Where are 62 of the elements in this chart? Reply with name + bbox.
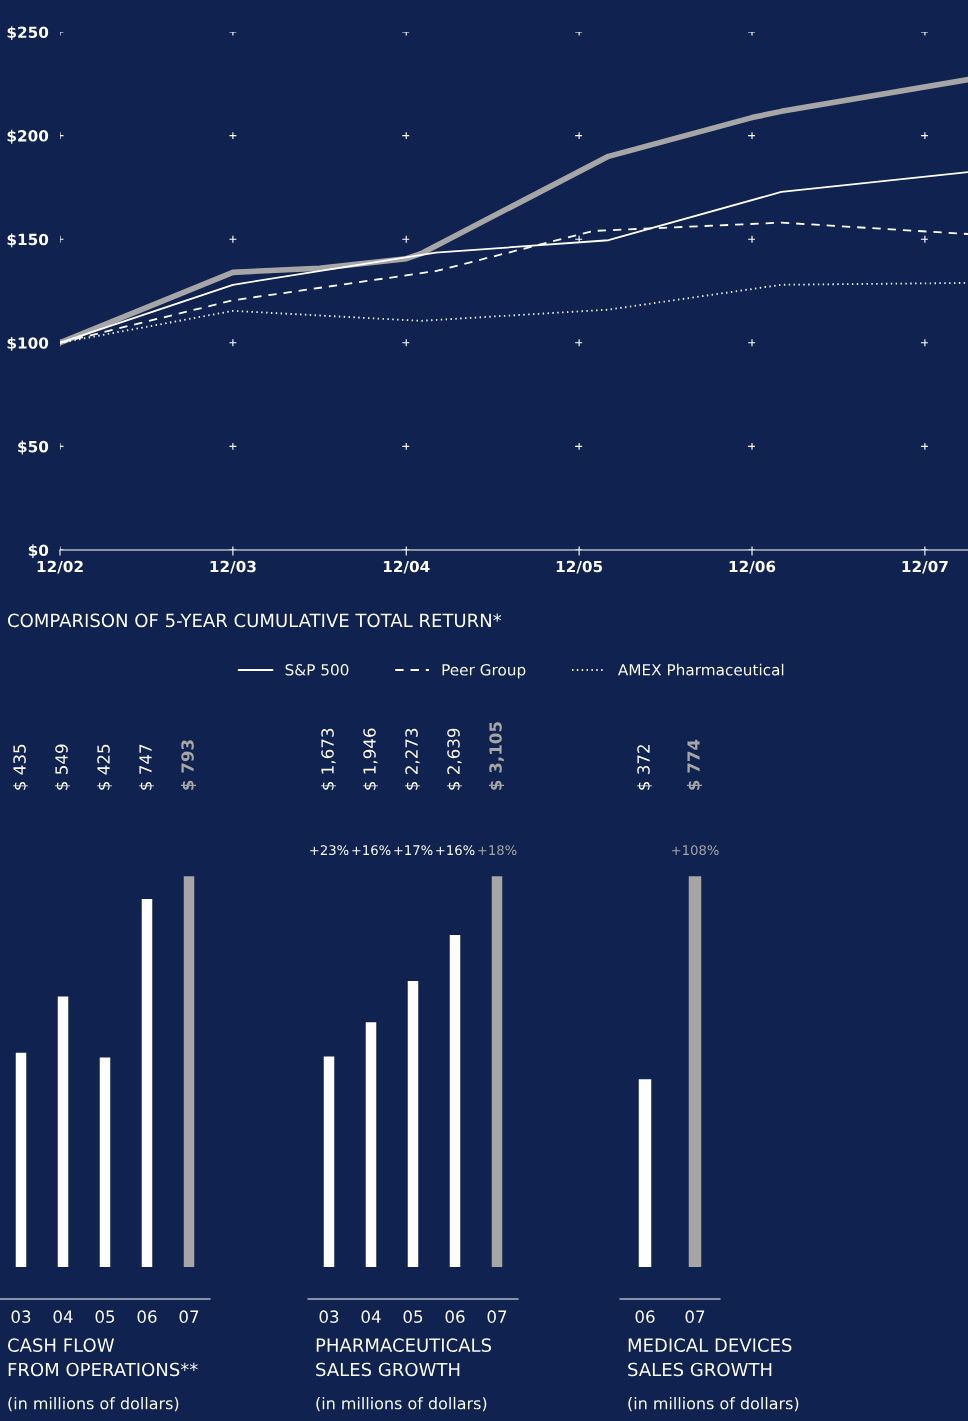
- x-tick-label: 12/04: [383, 560, 430, 574]
- bar: [407, 980, 419, 1267]
- text: COMPARISON OF 5-YEAR CUMULATIVE TOTAL RETURN*: [8, 613, 502, 628]
- text: +108%: [672, 845, 719, 856]
- y-tick-label: $200: [7, 129, 49, 144]
- bar: [15, 1052, 27, 1267]
- text: (in millions of dollars): [316, 1397, 487, 1412]
- text: +17%: [394, 845, 433, 856]
- text: PHARMACEUTICALS SALES GROWTH: [316, 1338, 492, 1377]
- data-label: $ 747: [138, 744, 155, 790]
- bar: [365, 1022, 377, 1267]
- text: +23%: [310, 845, 349, 856]
- x-tick-label: 07: [487, 1310, 507, 1323]
- x-tick-label: 05: [403, 1310, 423, 1323]
- text: +18%: [478, 845, 517, 856]
- bar: [57, 996, 69, 1267]
- x-tick-label: 06: [137, 1310, 157, 1323]
- x-tick-label: 06: [635, 1310, 655, 1323]
- x-tick-label: 06: [445, 1310, 465, 1323]
- x-tick-label: 05: [95, 1310, 115, 1323]
- bar: [183, 876, 195, 1267]
- data-label: $ 793: [180, 740, 197, 790]
- legend-label: Peer Group: [442, 664, 526, 679]
- text: +16%: [436, 845, 475, 856]
- x-tick-label: 03: [319, 1310, 339, 1323]
- data-label: $ 2,639: [446, 728, 463, 790]
- data-label: $ 549: [54, 744, 71, 790]
- x-tick-label: 03: [11, 1310, 31, 1323]
- x-tick-label: 12/03: [210, 560, 256, 574]
- bar: [141, 898, 153, 1267]
- data-label: $ 425: [96, 744, 113, 790]
- data-label: $ 3,105: [488, 722, 505, 790]
- text: CASH FLOW FROM OPERATIONS**: [8, 1338, 198, 1377]
- data-label: $ 1,673: [320, 728, 337, 790]
- bar: [491, 876, 503, 1267]
- y-tick-label: $250: [7, 26, 49, 41]
- data-label: $ 435: [12, 744, 29, 790]
- text: +16%: [352, 845, 391, 856]
- x-tick-label: 04: [361, 1310, 381, 1323]
- data-label: $ 372: [636, 745, 653, 790]
- y-tick-label: $100: [7, 337, 49, 351]
- bar: [99, 1057, 111, 1267]
- x-tick-label: 04: [53, 1310, 73, 1323]
- y-tick-label: $0: [28, 544, 49, 559]
- text: (in millions of dollars): [628, 1397, 799, 1412]
- x-tick-label: 12/07: [902, 560, 948, 574]
- x-tick-label: 12/06: [729, 560, 776, 574]
- data-label: $ 774: [686, 739, 703, 790]
- data-label: $ 2,273: [404, 728, 421, 790]
- legend-label: S&P 500: [285, 664, 349, 676]
- x-tick-label: 07: [685, 1310, 705, 1323]
- text: MEDICAL DEVICES SALES GROWTH: [628, 1338, 792, 1377]
- x-tick-label: 07: [179, 1310, 199, 1323]
- y-tick-label: $150: [7, 233, 49, 248]
- y-tick-label: $50: [18, 440, 49, 455]
- x-tick-label: 12/05: [556, 560, 603, 574]
- legend-label: AMEX Pharmaceutical: [617, 663, 784, 676]
- x-tick-label: 12/02: [37, 560, 83, 574]
- text: (in millions of dollars): [8, 1397, 179, 1412]
- bar: [449, 934, 461, 1267]
- bar: [323, 1056, 335, 1267]
- data-label: $ 1,946: [362, 728, 379, 790]
